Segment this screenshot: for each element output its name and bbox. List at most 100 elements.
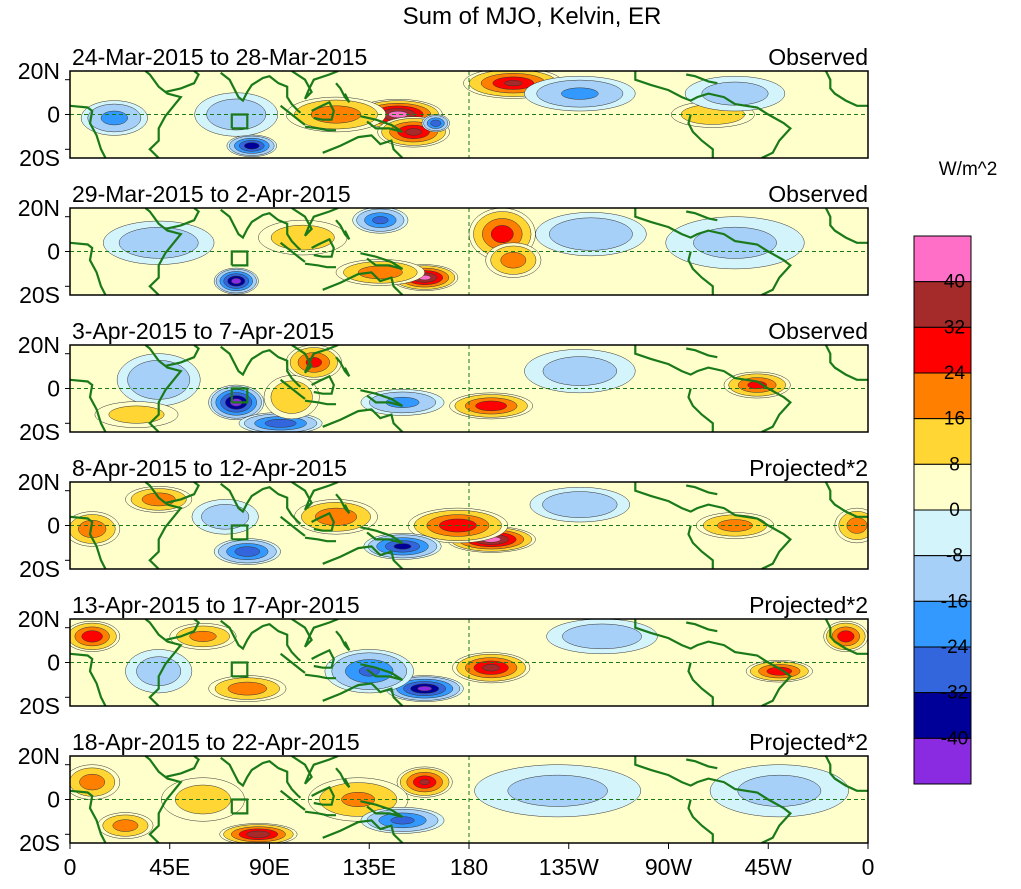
anomaly-5 [213, 538, 281, 565]
coastlines [70, 345, 868, 432]
colorbar-label: -40 [941, 728, 968, 749]
x-tick-label: 135E [342, 854, 396, 880]
panel-3: 20N 0 20S 3-Apr-2015 to 7-Apr-2015 Observed [18, 318, 869, 445]
anomaly-1 [219, 823, 298, 843]
contour-level [231, 277, 242, 285]
coastline [70, 104, 107, 158]
coastline [311, 785, 335, 806]
panel-type-label: Projected*2 [749, 455, 868, 481]
colorbar-units: W/m^2 [939, 159, 998, 180]
coastline [70, 378, 107, 432]
y-tick-label: 0 [47, 102, 60, 128]
anomaly-8 [103, 220, 215, 265]
anomaly-4 [285, 345, 342, 381]
contour-level [405, 128, 422, 136]
contour-level [81, 630, 103, 643]
contour-level [417, 685, 432, 692]
coastline [687, 388, 714, 432]
coastline [311, 374, 335, 395]
coastline [165, 208, 200, 230]
coastline [220, 345, 302, 388]
coastline [144, 71, 183, 158]
panel-type-label: Projected*2 [749, 592, 868, 618]
coastline [360, 115, 404, 133]
colorbar-box [913, 418, 972, 465]
coastline [685, 758, 718, 770]
coastline [165, 345, 200, 367]
y-tick-label: 0 [47, 513, 60, 539]
coastline [360, 389, 404, 407]
contour-level [112, 819, 139, 832]
anomaly-11 [191, 499, 259, 535]
panel-4: 20N 0 20S 8-Apr-2015 to 12-Apr-2015 Projecte… [18, 455, 869, 582]
coastline [220, 208, 302, 251]
colorbar-box [913, 646, 972, 694]
x-tick-label: 180 [450, 854, 488, 880]
colorbar-label: -24 [941, 637, 969, 658]
contour-level [79, 773, 106, 791]
contour-level [244, 142, 260, 150]
y-tick-label: 20S [19, 556, 60, 582]
coastline [311, 237, 335, 258]
coastline [824, 71, 868, 107]
contour-level [270, 224, 335, 251]
colorbar-box [913, 555, 972, 602]
anomaly-9 [546, 619, 658, 655]
contour-level [118, 227, 199, 259]
contour-level [246, 830, 271, 838]
panel-date-range: 29-Mar-2015 to 2-Apr-2015 [72, 181, 351, 207]
contour-level [419, 779, 430, 786]
coastline [144, 482, 183, 569]
coastline [634, 345, 793, 432]
contour-level [264, 418, 297, 428]
colorbar-box [913, 692, 972, 739]
x-tick-label: 45W [745, 854, 793, 880]
panel-date-range: 24-Mar-2015 to 28-Mar-2015 [72, 44, 367, 70]
coastline [220, 71, 302, 114]
anomaly-5 [263, 375, 320, 420]
coastline [165, 756, 200, 778]
colorbar-label: 24 [944, 363, 966, 384]
y-tick-label: 0 [47, 650, 60, 676]
anomaly-field [94, 345, 791, 432]
colorbar-label: 32 [944, 317, 965, 338]
coastline [687, 662, 714, 706]
panel-type-label: Observed [768, 181, 868, 207]
contour-level [234, 546, 261, 557]
coastline [322, 682, 404, 706]
coastline [311, 648, 335, 669]
contour-level [189, 630, 217, 642]
x-tick-label: 0 [64, 854, 77, 880]
anomaly-4 [485, 242, 542, 278]
coastline [291, 619, 339, 648]
coastline [687, 525, 714, 569]
anomaly-4 [70, 764, 121, 800]
anomaly-3 [363, 533, 442, 560]
anomaly-field [80, 71, 786, 157]
contour-level [141, 492, 176, 507]
anomaly-6 [360, 807, 445, 834]
anomaly-3 [452, 652, 531, 684]
coastline [335, 219, 351, 241]
anomaly-8 [169, 623, 237, 650]
coastline [279, 378, 306, 400]
contour-level [701, 81, 769, 106]
coastline [824, 756, 868, 792]
contour-level [542, 356, 618, 386]
colorbar-box [913, 600, 972, 648]
anomaly-10 [524, 75, 636, 112]
y-tick-label: 20N [18, 606, 60, 632]
x-tick-label: 90W [645, 854, 693, 880]
panel-type-label: Projected*2 [749, 729, 868, 755]
contour-level [507, 774, 608, 807]
coastlines [70, 756, 868, 843]
coastline [279, 104, 306, 126]
anomaly-7 [474, 764, 642, 818]
y-tick-label: 0 [47, 376, 60, 402]
contour-level [837, 630, 855, 643]
coastline [291, 482, 339, 511]
coastline [70, 789, 107, 843]
chart-title: Sum of MJO, Kelvin, ER [403, 3, 662, 30]
coastline [335, 493, 351, 515]
y-tick-label: 20N [18, 58, 60, 84]
